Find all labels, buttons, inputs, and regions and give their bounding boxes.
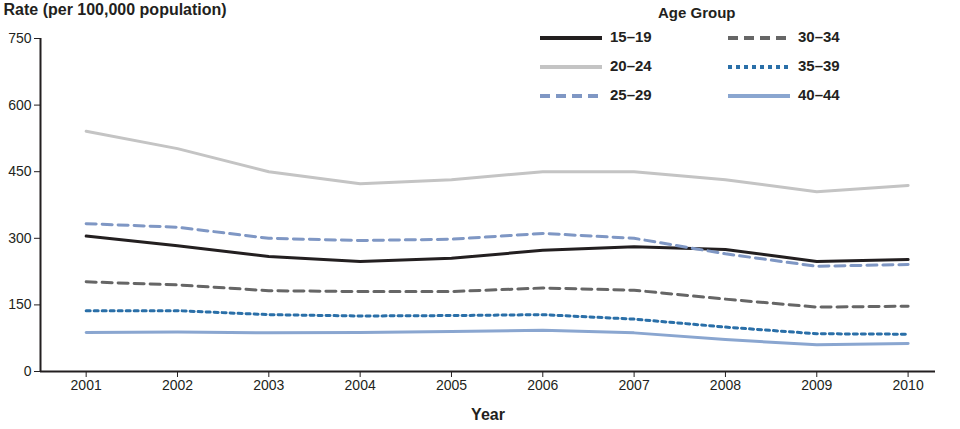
html-text:30–34: 30–34 — [798, 28, 840, 45]
svg-text:2009: 2009 — [801, 377, 832, 393]
svg-text:Year: Year — [471, 406, 505, 423]
html-text:Age Group: Age Group — [658, 4, 736, 21]
svg-text:2010: 2010 — [893, 377, 924, 393]
svg-text:2003: 2003 — [253, 377, 284, 393]
html-text:40–44: 40–44 — [798, 86, 840, 103]
svg-text:2006: 2006 — [527, 377, 558, 393]
svg-text:2008: 2008 — [710, 377, 741, 393]
svg-text:600: 600 — [8, 97, 32, 113]
svg-text:0: 0 — [24, 363, 32, 379]
svg-text:300: 300 — [8, 230, 32, 246]
svg-text:750: 750 — [8, 30, 32, 46]
svg-text:450: 450 — [8, 163, 32, 179]
svg-text:2002: 2002 — [162, 377, 193, 393]
html-text:20–24: 20–24 — [610, 57, 652, 74]
svg-text:2004: 2004 — [345, 377, 376, 393]
svg-text:2005: 2005 — [436, 377, 467, 393]
html-text:25–29: 25–29 — [610, 86, 652, 103]
html-text:35–39: 35–39 — [798, 57, 840, 74]
svg-text:Rate (per 100,000 population): Rate (per 100,000 population) — [4, 1, 227, 18]
svg-text:2007: 2007 — [619, 377, 650, 393]
html-text:15–19: 15–19 — [610, 28, 652, 45]
svg-text:2001: 2001 — [71, 377, 102, 393]
svg-text:150: 150 — [8, 296, 32, 312]
